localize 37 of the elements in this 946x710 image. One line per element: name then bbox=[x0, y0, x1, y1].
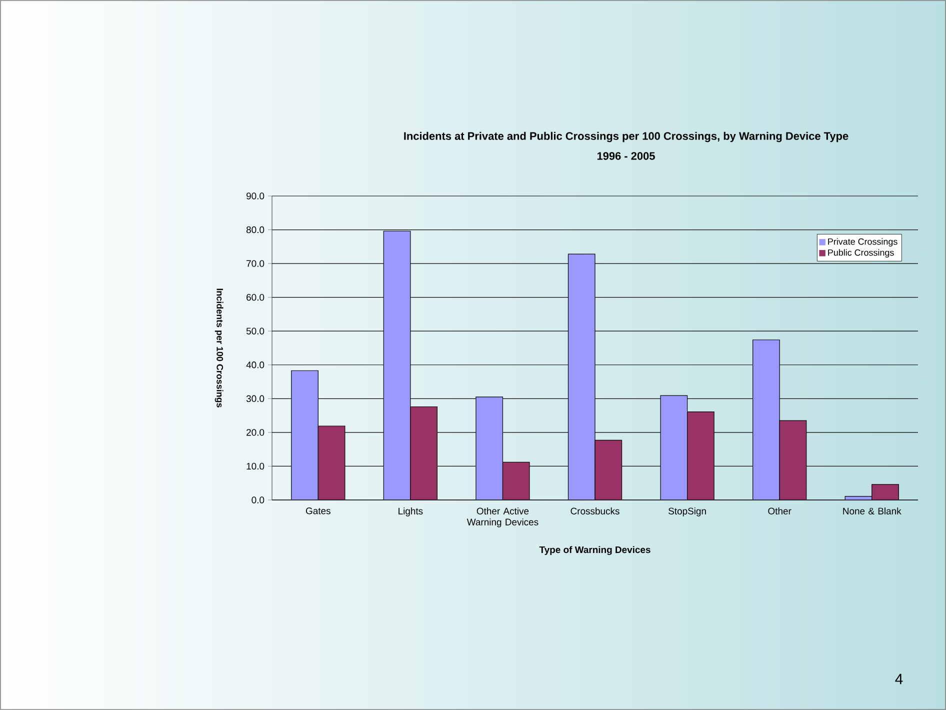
y-tick-label: 40.0 bbox=[246, 362, 264, 368]
y-tick-label: 20.0 bbox=[246, 429, 264, 436]
bar bbox=[410, 406, 438, 500]
y-tick-label: 10.0 bbox=[246, 462, 264, 470]
legend-label: Private Crossings bbox=[828, 238, 898, 247]
y-tick-label: 70.0 bbox=[246, 260, 264, 267]
text: 4 bbox=[895, 674, 903, 684]
bar bbox=[686, 412, 714, 500]
bar bbox=[383, 230, 411, 500]
y-tick-label: 60.0 bbox=[246, 294, 264, 301]
bar bbox=[291, 370, 318, 500]
bar bbox=[502, 462, 530, 500]
bar bbox=[660, 395, 688, 500]
x-axis-title: Type of Warning Devices bbox=[539, 546, 650, 555]
chart-title: Incidents at Private and Public Crossings per 100 Crossings, by Warning Device Type bbox=[404, 132, 848, 142]
y-tick-label: 0.0 bbox=[252, 496, 264, 504]
x-tick-label: Crossbucks bbox=[570, 508, 620, 514]
x-tick-label: Other Active Warning Devices bbox=[466, 508, 538, 528]
y-tick-label: 30.0 bbox=[246, 395, 264, 402]
x-tick-label: Lights bbox=[398, 508, 423, 516]
chart-subtitle: 1996 - 2005 bbox=[597, 152, 655, 160]
y-tick-label: 90.0 bbox=[246, 192, 264, 200]
x-tick-label: StopSign bbox=[668, 508, 706, 516]
bar bbox=[872, 484, 899, 500]
bar bbox=[568, 254, 596, 500]
bar bbox=[476, 396, 504, 500]
bar bbox=[752, 340, 780, 500]
x-tick-label: None & Blank bbox=[843, 508, 902, 514]
legend-label: Public Crossings bbox=[828, 249, 894, 258]
bar bbox=[594, 440, 622, 500]
y-tick-label: 80.0 bbox=[246, 226, 264, 234]
y-axis-title: Incidents per 100 Crossings bbox=[214, 288, 224, 408]
x-tick-label: Other bbox=[768, 508, 792, 514]
x-tick-label: Gates bbox=[306, 508, 330, 514]
y-tick-label: 50.0 bbox=[246, 328, 264, 334]
bar bbox=[779, 420, 807, 500]
bar bbox=[318, 426, 346, 500]
